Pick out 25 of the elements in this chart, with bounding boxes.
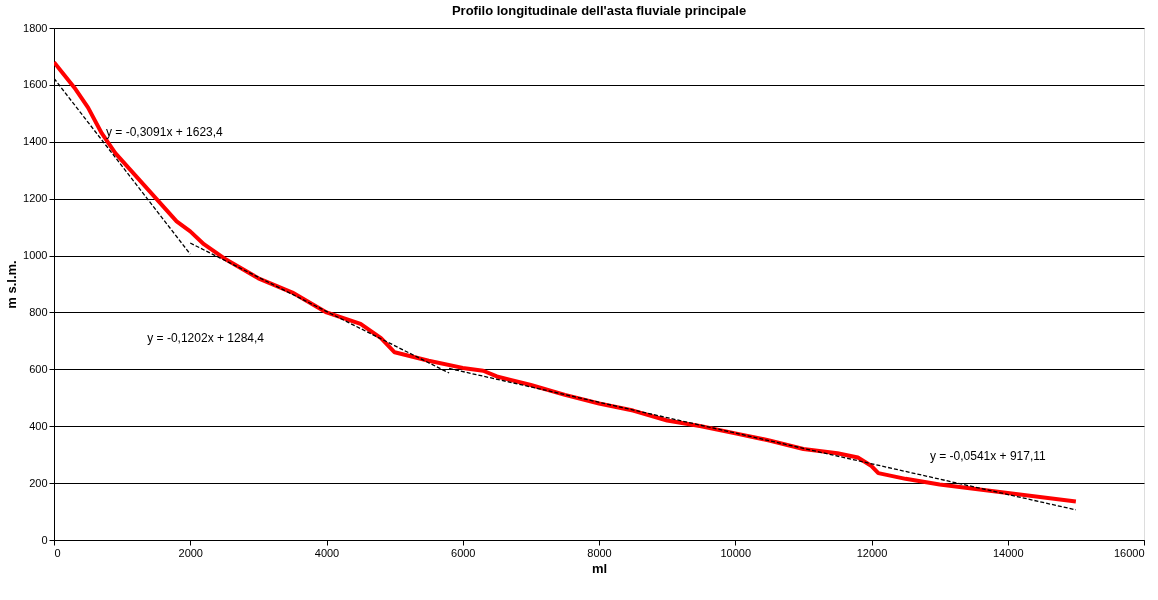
x-tick-label: 10000 bbox=[720, 546, 752, 559]
y-axis-title: m s.l.m. bbox=[4, 260, 20, 309]
y-tick-label: 1400 bbox=[23, 135, 48, 148]
x-tick-label: 8000 bbox=[587, 546, 612, 559]
annotation: y = -0,0541x + 917,11 bbox=[929, 448, 1047, 463]
y-tick-label: 600 bbox=[29, 362, 48, 375]
x-tick-label: 2000 bbox=[178, 546, 203, 559]
annotation: y = -0,1202x + 1284,4 bbox=[147, 331, 265, 346]
y-tick-label: 1800 bbox=[23, 21, 48, 34]
x-tick-label: 4000 bbox=[314, 546, 340, 559]
x-tick-label: 14000 bbox=[992, 546, 1024, 559]
y-tick-label: 0 bbox=[41, 533, 48, 546]
x-axis-title: ml bbox=[591, 560, 608, 576]
y-tick-label: 200 bbox=[29, 476, 48, 489]
y-tick-label: 1200 bbox=[23, 192, 48, 205]
y-tick-label: 800 bbox=[29, 305, 48, 318]
x-tick-label: 12000 bbox=[856, 546, 888, 559]
annotation: y = -0,3091x + 1623,4 bbox=[106, 125, 224, 140]
y-tick-label: 1000 bbox=[23, 249, 48, 262]
x-tick-label: 0 bbox=[54, 546, 61, 559]
chart-title: Profilo longitudinale dell'asta fluviale principale bbox=[451, 3, 747, 18]
x-tick-label: 6000 bbox=[451, 546, 476, 559]
y-tick-label: 400 bbox=[29, 419, 48, 432]
x-tick-label: 16000 bbox=[1113, 546, 1145, 559]
y-tick-label: 1600 bbox=[23, 78, 48, 91]
